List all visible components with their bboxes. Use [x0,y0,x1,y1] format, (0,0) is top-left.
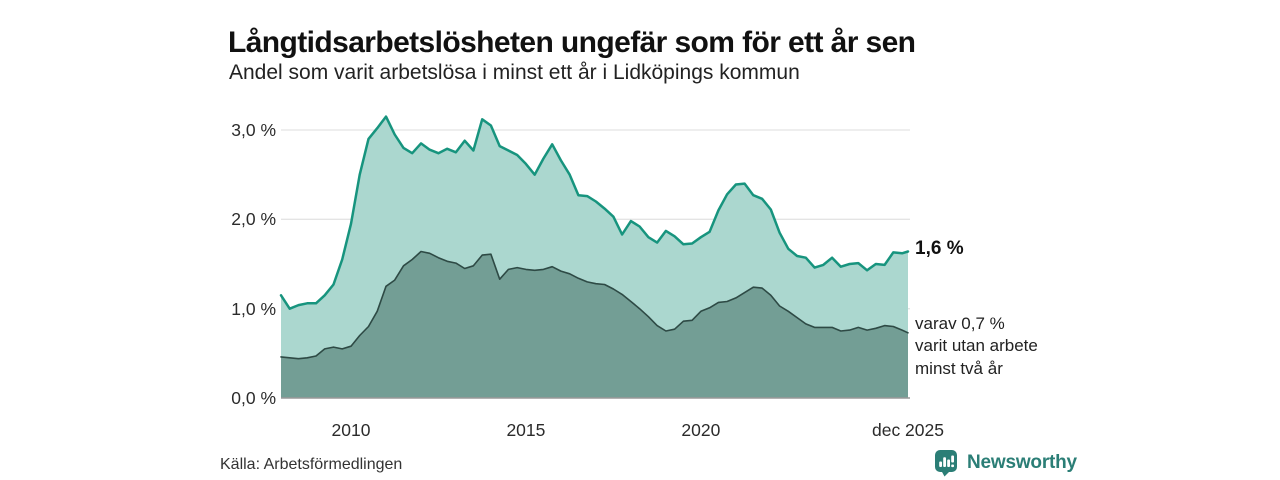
series-end-label-subset: varav 0,7 % varit utan arbete minst två … [915,313,1038,380]
x-tick-label: 2020 [681,420,721,440]
brand-logo: Newsworthy [934,449,1077,477]
annotation-line: varav 0,7 % [915,313,1005,333]
x-tick-label: 2015 [506,420,546,440]
brand-name: Newsworthy [967,452,1077,473]
x-tick-label: dec 2025 [871,420,944,440]
series-end-label-total: 1,6 % [915,238,964,260]
source-note: Källa: Arbetsförmedlingen [220,456,403,473]
page-title: Långtidsarbetslösheten ungefär som för e… [228,26,916,60]
annotation-line: varit utan arbete [915,336,1038,356]
y-tick-label: 0,0 % [231,388,276,408]
annotation-line: minst två år [915,358,1003,378]
x-tick-label: 2010 [331,420,371,440]
newsworthy-barchart-pin-icon [935,450,957,477]
y-tick-label: 2,0 % [231,209,276,230]
page-subtitle: Andel som varit arbetslösa i minst ett å… [229,61,800,84]
y-tick-label: 3,0 % [231,120,276,140]
y-tick-label: 1,0 % [231,298,276,319]
